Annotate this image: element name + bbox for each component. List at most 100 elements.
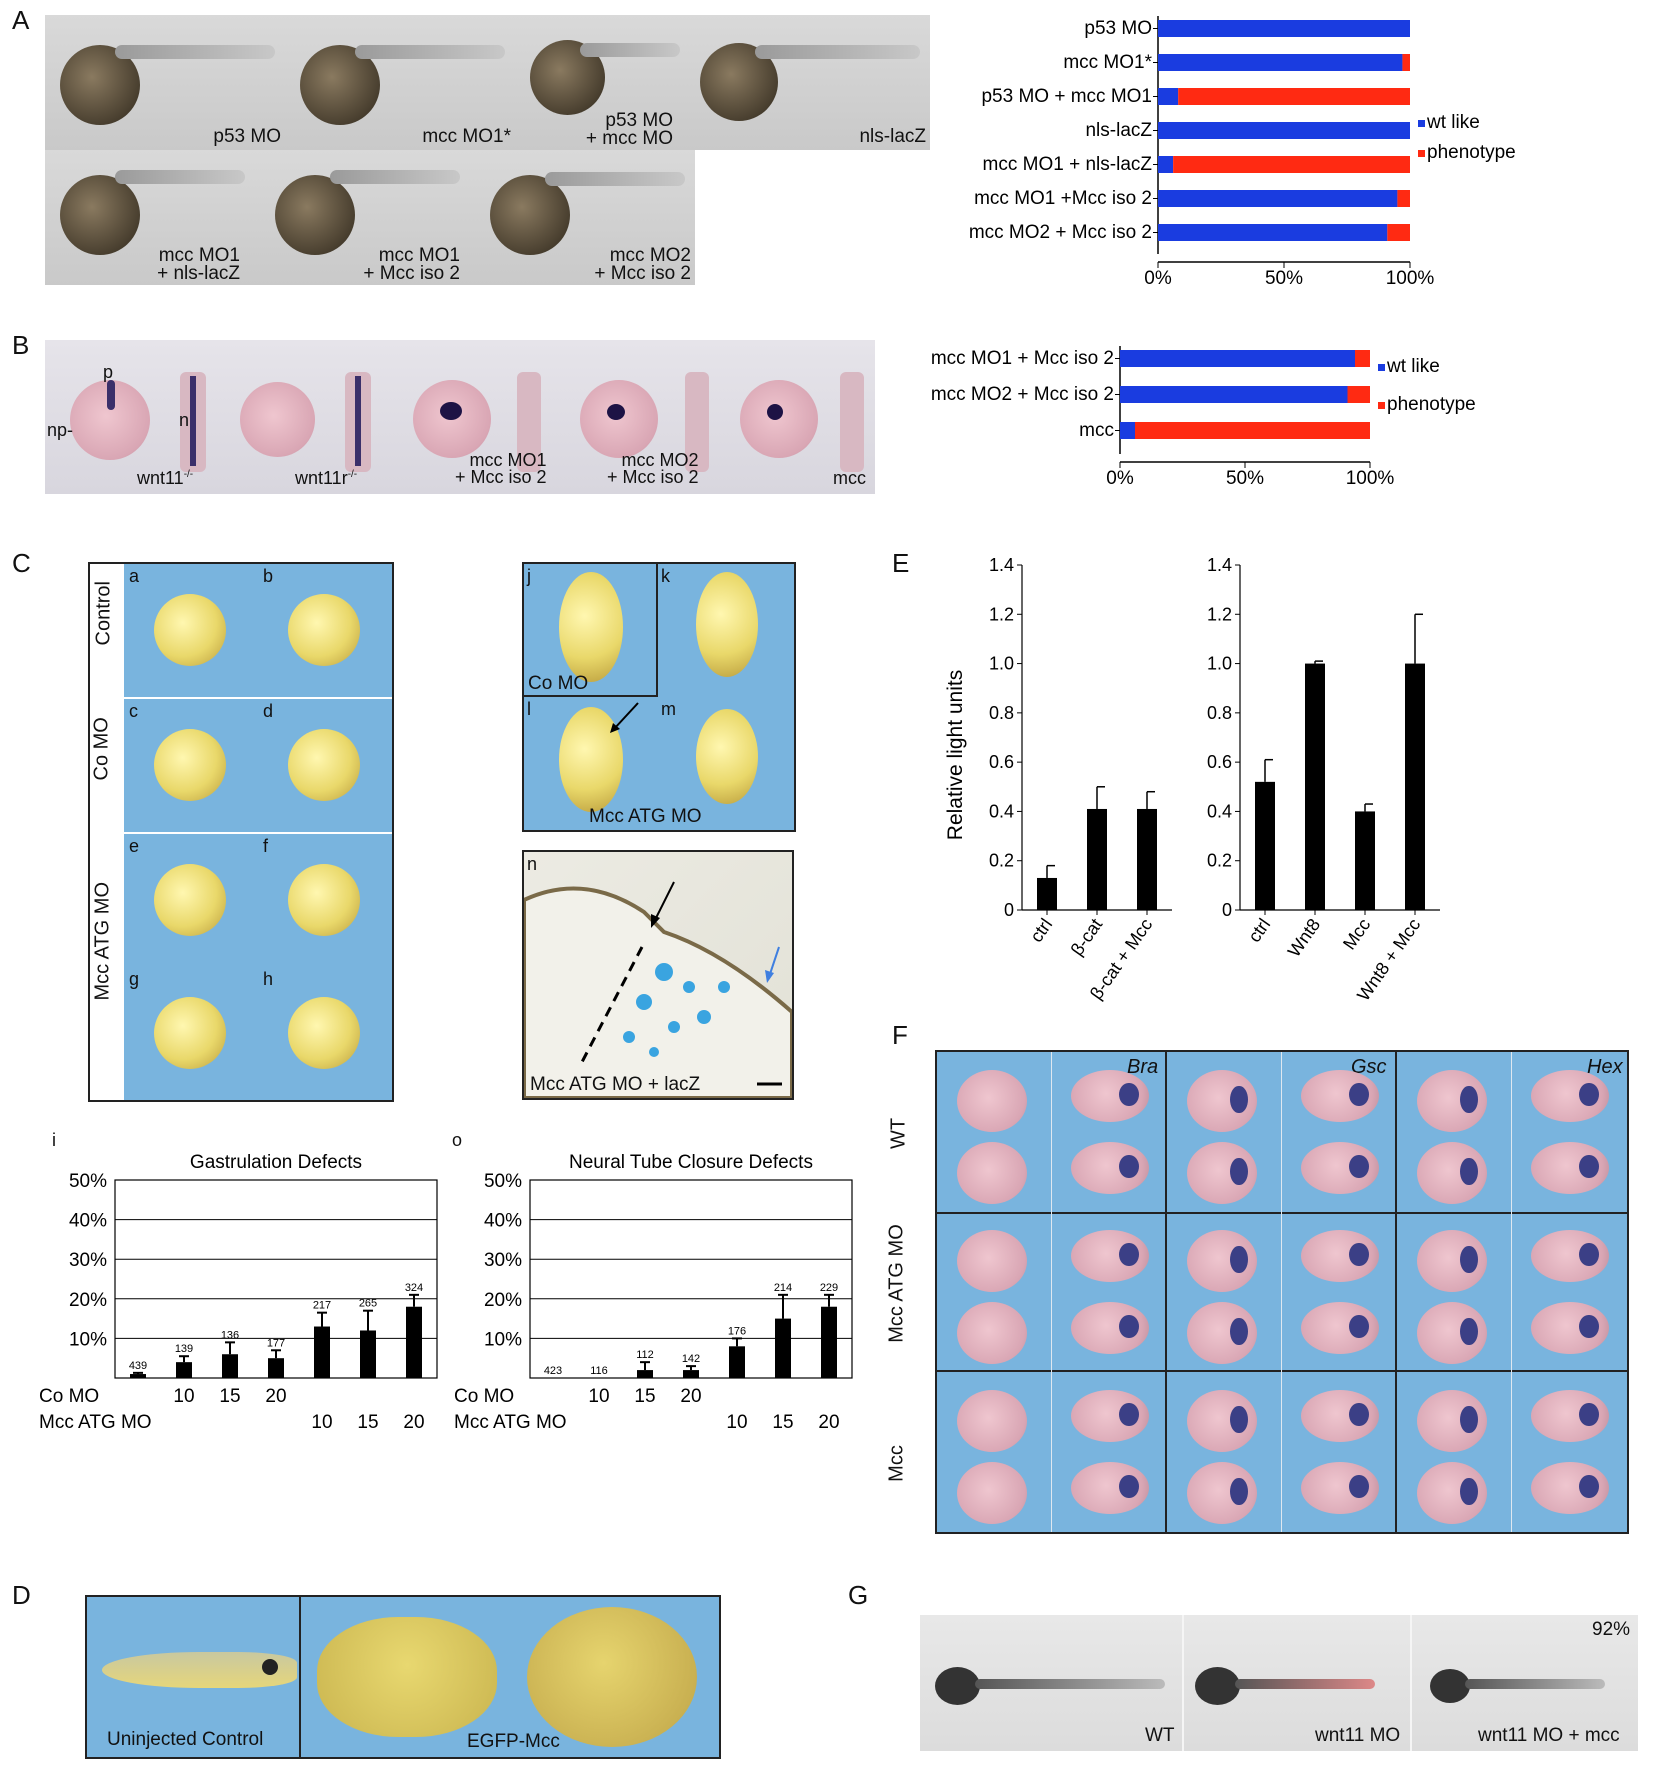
y-tick-label: 0 — [1004, 900, 1014, 920]
a-photo-mo1-iso2: mcc MO1 + Mcc iso 2 — [250, 150, 470, 285]
a-label: mcc MO1 + Mcc iso 2 — [363, 245, 460, 284]
chart-title: Neural Tube Closure Defects — [569, 1152, 813, 1173]
category-label: mcc MO2 + Mcc iso 2 — [931, 384, 1114, 405]
bar-wt-like — [1158, 54, 1403, 71]
row-label-mccrow: Mcc ATG MO — [91, 881, 114, 1001]
count-label: 423 — [544, 1365, 562, 1377]
bar-phenotype — [1135, 422, 1370, 439]
legend-swatch — [1378, 402, 1385, 409]
x-tick-row2: 10 — [311, 1412, 332, 1433]
f-expression-stain — [1460, 1085, 1478, 1114]
f-expression-stain — [1579, 1475, 1599, 1499]
y-tick-label: 1.0 — [1207, 654, 1232, 674]
count-label: 142 — [682, 1353, 700, 1365]
bar-wt-like — [1158, 190, 1398, 207]
x-tick-label: 50% — [1265, 268, 1303, 289]
f-expression-stain — [1349, 1155, 1369, 1179]
legend-label: phenotype — [1387, 394, 1476, 415]
y-axis-label: Relative light units — [944, 670, 967, 840]
plot-frame — [529, 1179, 853, 1379]
g-label-wnt11mo-mcc: wnt11 MO + mcc — [1478, 1725, 1620, 1746]
c-cell-l: l — [524, 697, 658, 830]
y-tick-label: 0.6 — [989, 752, 1014, 772]
y-tick-label: 0.8 — [1207, 703, 1232, 723]
legend-label: wt like — [1426, 112, 1480, 133]
panel-letter-f: F — [892, 1020, 908, 1050]
bar — [637, 1370, 653, 1378]
c-n-label: Mcc ATG MO + lacZ — [530, 1074, 701, 1095]
d-label-uninjected: Uninjected Control — [107, 1729, 264, 1750]
x-tick-label: 100% — [1346, 468, 1395, 489]
f-expression-stain — [1119, 1403, 1139, 1427]
count-label: 112 — [636, 1349, 654, 1361]
x-tick-label: ctrl — [1244, 915, 1274, 946]
panel-a-stacked-bar-chart: p53 MO mcc MO1* p53 MO + mcc MO1 nls-lacZ mc… — [969, 16, 1516, 289]
bar — [1137, 808, 1157, 910]
x-tick-row1: 10 — [173, 1386, 194, 1407]
y-tick-label: 0.2 — [989, 851, 1014, 871]
panel-c-grid: Control Co MO Mcc ATG MO a b c d e f g h — [88, 562, 394, 1102]
chart-title: Gastrulation Defects — [190, 1152, 362, 1173]
c-cell-f: f — [258, 834, 392, 967]
count-label: 116 — [590, 1365, 608, 1377]
f-expression-stain — [1119, 1243, 1139, 1267]
bar-wt-like — [1158, 88, 1179, 105]
f-embryo — [957, 1142, 1027, 1204]
a-photo-p53-mcc: p53 MO + mcc MO — [515, 15, 685, 150]
f-vline-2 — [1395, 1052, 1397, 1532]
bar — [1405, 663, 1425, 910]
panel-letter-c: C — [12, 548, 31, 578]
a-photo-mo1-nlslacz: mcc MO1 + nls-lacZ — [45, 150, 250, 285]
f-embryo — [957, 1070, 1027, 1132]
bar-phenotype — [1387, 224, 1410, 241]
bar — [729, 1346, 745, 1378]
x-tick-row1: 20 — [680, 1386, 701, 1407]
a-photo-mo2-iso2: mcc MO2 + Mcc iso 2 — [470, 150, 695, 285]
bar — [406, 1306, 422, 1378]
category-label: mcc MO1 + nls-lacZ — [983, 154, 1153, 175]
f-expression-stain — [1349, 1315, 1369, 1339]
f-expression-stain — [1119, 1155, 1139, 1179]
count-label: 217 — [313, 1300, 331, 1312]
f-expression-stain — [1349, 1243, 1369, 1267]
f-expression-stain — [1349, 1475, 1369, 1499]
legend-swatch — [1378, 364, 1385, 371]
x-tick-label: Wnt8 — [1284, 915, 1324, 961]
y-tick-label: 1.4 — [989, 555, 1014, 575]
bar — [176, 1362, 192, 1378]
f-hline-2 — [937, 1370, 1627, 1372]
row-label-comorow: Co MO — [90, 717, 113, 781]
count-label: 176 — [728, 1325, 746, 1337]
bar — [1087, 808, 1107, 910]
f-expression-stain — [1460, 1245, 1478, 1274]
x-tick-label: 100% — [1386, 268, 1435, 289]
bar-wt-like — [1120, 422, 1135, 439]
d-label-egfp-mcc: EGFP-Mcc — [467, 1731, 560, 1752]
bar-phenotype — [1173, 156, 1410, 173]
bar-wt-like — [1158, 224, 1388, 241]
y-tick-label: 30% — [484, 1250, 522, 1271]
panel-letter-b: B — [12, 330, 30, 360]
f-expression-stain — [1119, 1083, 1139, 1107]
category-label: mcc — [1079, 420, 1114, 441]
y-tick-label: 0.2 — [1207, 851, 1232, 871]
f-expression-stain — [1119, 1315, 1139, 1339]
f-expression-stain — [1579, 1315, 1599, 1339]
panel-letter-g: G — [848, 1580, 869, 1610]
a-label: p53 MO — [213, 126, 281, 147]
category-label: p53 MO + mcc MO1 — [981, 86, 1152, 107]
y-tick-label: 10% — [69, 1329, 107, 1350]
bar-phenotype — [1397, 190, 1410, 207]
x-tick-row1: 20 — [265, 1386, 286, 1407]
c-cell-g: g — [124, 967, 258, 1100]
a-label: p53 MO + mcc MO — [585, 110, 673, 149]
f-col-label-hex: Hex — [1587, 1056, 1623, 1078]
bar-wt-like — [1158, 156, 1174, 173]
c-cell-b: b — [258, 564, 392, 697]
f-expression-stain — [1579, 1243, 1599, 1267]
panel-a-photo-grid: p53 MO mcc MO1* p53 MO + mcc MO nls-lacZ … — [45, 15, 930, 285]
b-label-n: n — [179, 410, 190, 430]
f-expression-stain — [1230, 1085, 1248, 1114]
a-label: mcc MO1 + nls-lacZ — [157, 245, 240, 284]
panel-b-photo-wnt: p np- n wnt11-/- wnt11r-/- — [45, 340, 385, 494]
